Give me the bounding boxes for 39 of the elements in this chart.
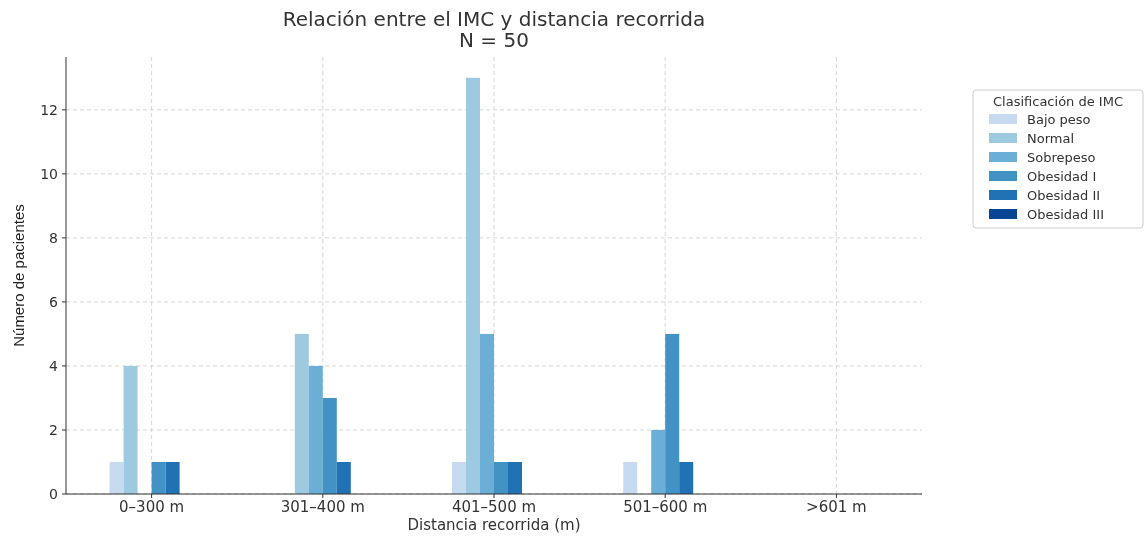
bar	[151, 461, 166, 494]
chart-title: Relación entre el IMC y distancia recorrida N = 50	[282, 7, 706, 52]
legend-label: Normal	[1027, 131, 1075, 146]
x-tick-label: 0–300 m	[119, 498, 185, 516]
bar	[623, 461, 638, 494]
legend-label: Sobrepeso	[1027, 150, 1096, 165]
bar	[336, 461, 351, 494]
bar	[165, 461, 180, 494]
legend-label: Bajo peso	[1027, 112, 1091, 127]
y-tick-label: 2	[49, 421, 58, 438]
y-tick-label: 10	[40, 165, 58, 182]
legend-label: Obesidad III	[1027, 207, 1104, 222]
x-tick-label: 501–600 m	[623, 498, 708, 516]
bar	[308, 365, 323, 494]
y-tick-label: 8	[49, 229, 58, 246]
y-tick-label: 4	[49, 357, 59, 374]
bar	[123, 365, 138, 494]
bar	[651, 429, 666, 494]
x-axis-title: Distancia recorrida (m)	[407, 516, 581, 534]
bar	[508, 461, 522, 494]
bar	[452, 461, 466, 494]
legend-label: Obesidad I	[1027, 169, 1097, 184]
bar	[109, 461, 124, 494]
x-tick-label: 401–500 m	[451, 498, 537, 516]
bar	[466, 77, 480, 494]
bar	[665, 333, 680, 494]
x-tick-label: >601 m	[806, 498, 867, 516]
x-tick-label: 301–400 m	[280, 498, 365, 516]
y-tick-label: 0	[49, 486, 58, 502]
bar	[322, 397, 337, 494]
bar	[294, 333, 309, 494]
bar	[679, 461, 694, 494]
legend-label: Obesidad II	[1027, 188, 1101, 203]
y-tick-label: 12	[40, 101, 58, 118]
legend-title: Clasificación de IMC	[993, 94, 1123, 109]
bar	[480, 333, 494, 494]
bar	[494, 461, 508, 494]
y-tick-label: 6	[49, 293, 59, 310]
y-axis-title: Número de pacientes	[10, 204, 27, 347]
